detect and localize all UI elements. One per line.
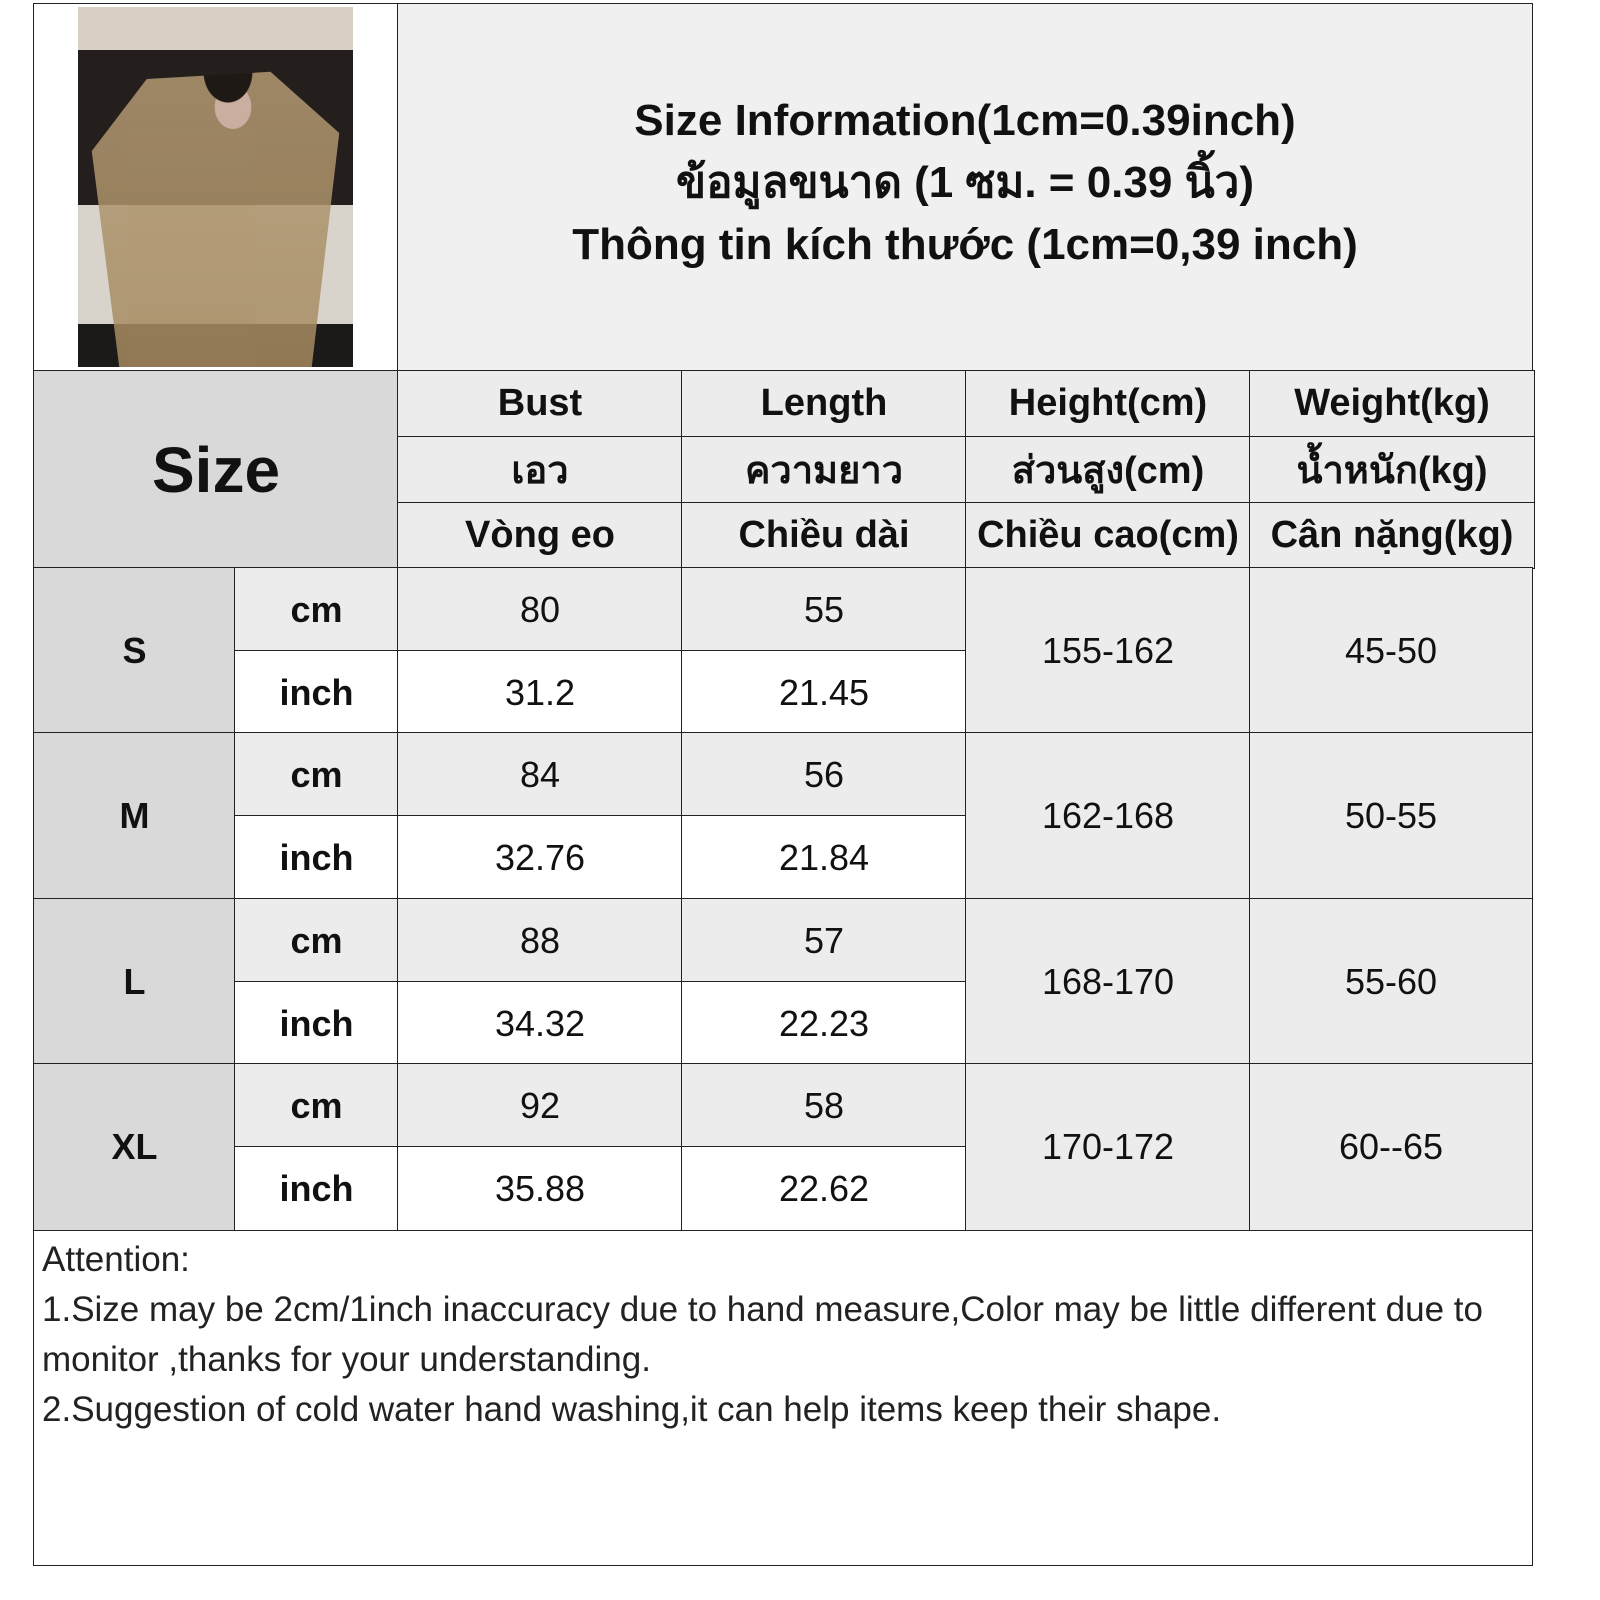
column-header-th: น้ำหนัก(kg) bbox=[1249, 436, 1535, 503]
weight-range: 60--65 bbox=[1249, 1063, 1533, 1231]
height-range: 155-162 bbox=[965, 567, 1251, 735]
bust-inch: 32.76 bbox=[397, 815, 683, 900]
column-header-en: Height(cm) bbox=[965, 370, 1251, 437]
column-header-vi: Vòng eo bbox=[397, 502, 683, 569]
column-header-en: Bust bbox=[397, 370, 683, 437]
unit-inch: inch bbox=[234, 650, 399, 735]
bust-cm: 88 bbox=[397, 898, 683, 983]
column-header-en: Weight(kg) bbox=[1249, 370, 1535, 437]
column-header-vi: Cân nặng(kg) bbox=[1249, 502, 1535, 569]
bust-inch: 35.88 bbox=[397, 1146, 683, 1231]
size-label: S bbox=[33, 567, 236, 735]
height-range: 168-170 bbox=[965, 898, 1251, 1066]
column-header-vi: Chiều dài bbox=[681, 502, 967, 569]
weight-range: 50-55 bbox=[1249, 732, 1533, 900]
column-header-th: ส่วนสูง(cm) bbox=[965, 436, 1251, 503]
length-inch: 22.62 bbox=[681, 1146, 967, 1231]
unit-cm: cm bbox=[234, 898, 399, 983]
length-cm: 55 bbox=[681, 567, 967, 652]
unit-cm: cm bbox=[234, 732, 399, 817]
weight-range: 45-50 bbox=[1249, 567, 1533, 735]
notes-section: Attention: 1.Size may be 2cm/1inch inacc… bbox=[33, 1229, 1533, 1566]
note-1: 1.Size may be 2cm/1inch inaccuracy due t… bbox=[42, 1290, 1493, 1379]
title-thai: ข้อมูลขนาด (1 ซม. = 0.39 นิ้ว) bbox=[675, 157, 1254, 207]
size-label: M bbox=[33, 732, 236, 900]
unit-cm: cm bbox=[234, 567, 399, 652]
product-photo-model bbox=[91, 71, 340, 367]
bust-cm: 92 bbox=[397, 1063, 683, 1148]
bust-cm: 80 bbox=[397, 567, 683, 652]
bust-inch: 31.2 bbox=[397, 650, 683, 735]
bust-cm: 84 bbox=[397, 732, 683, 817]
length-inch: 21.45 bbox=[681, 650, 967, 735]
title-vietnamese: Thông tin kích thước (1cm=0,39 inch) bbox=[572, 219, 1358, 269]
height-range: 170-172 bbox=[965, 1063, 1251, 1231]
size-label: XL bbox=[33, 1063, 236, 1231]
unit-cm: cm bbox=[234, 1063, 399, 1148]
unit-inch: inch bbox=[234, 981, 399, 1066]
notes-heading: Attention: bbox=[42, 1240, 190, 1279]
length-inch: 22.23 bbox=[681, 981, 967, 1066]
bust-inch: 34.32 bbox=[397, 981, 683, 1066]
column-header-vi: Chiều cao(cm) bbox=[965, 502, 1251, 569]
title-block: Size Information(1cm=0.39inch) ข้อมูลขนา… bbox=[397, 3, 1533, 372]
title-english: Size Information(1cm=0.39inch) bbox=[634, 95, 1296, 145]
size-label: L bbox=[33, 898, 236, 1066]
note-2: 2.Suggestion of cold water hand washing,… bbox=[42, 1390, 1222, 1429]
unit-inch: inch bbox=[234, 1146, 399, 1231]
column-header-th: ความยาว bbox=[681, 436, 967, 503]
length-inch: 21.84 bbox=[681, 815, 967, 900]
unit-inch: inch bbox=[234, 815, 399, 900]
column-header-th: เอว bbox=[397, 436, 683, 503]
column-header-en: Length bbox=[681, 370, 967, 437]
size-header: Size bbox=[33, 370, 399, 569]
length-cm: 56 bbox=[681, 732, 967, 817]
height-range: 162-168 bbox=[965, 732, 1251, 900]
weight-range: 55-60 bbox=[1249, 898, 1533, 1066]
length-cm: 57 bbox=[681, 898, 967, 983]
length-cm: 58 bbox=[681, 1063, 967, 1148]
